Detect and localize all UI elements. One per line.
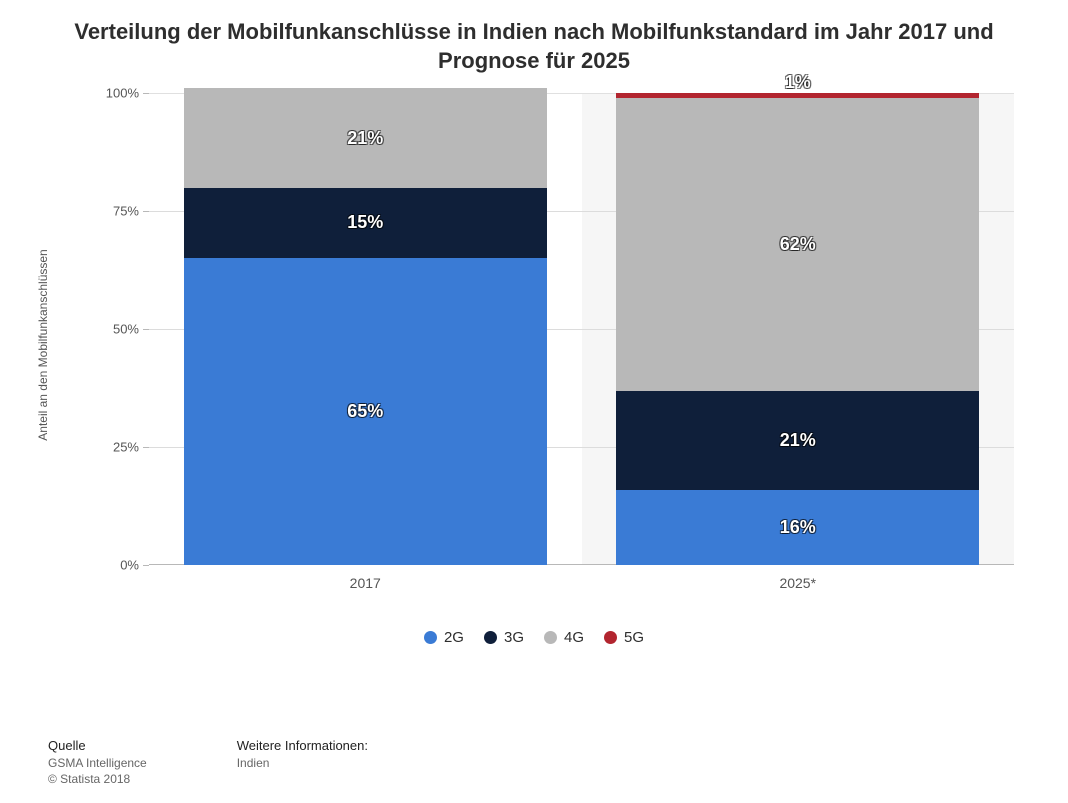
bar-segment-3g: 15% xyxy=(184,188,547,259)
legend-swatch xyxy=(544,631,557,644)
footer-source-line1: GSMA Intelligence xyxy=(48,755,147,771)
bar: 16% 21% 62% 1% xyxy=(616,93,979,565)
bar: 65% 15% 21% xyxy=(184,88,547,565)
bar-segment-2g: 16% xyxy=(616,490,979,566)
bar-segment-4g: 62% xyxy=(616,98,979,391)
bar-segment-value: 62% xyxy=(780,234,816,255)
legend-label: 5G xyxy=(624,629,644,646)
bar-segment-value: 21% xyxy=(347,128,383,149)
legend-label: 2G xyxy=(444,629,464,646)
chart-title: Verteilung der Mobilfunkanschlüsse in In… xyxy=(44,18,1024,75)
bar-segment-value: 16% xyxy=(780,517,816,538)
bar-segment-2g: 65% xyxy=(184,258,547,565)
bar-segment-value: 15% xyxy=(347,212,383,233)
chart-area: Anteil an den Mobilfunkanschlüssen 0% 25%… xyxy=(24,85,1044,605)
y-tick-label: 50% xyxy=(113,322,149,337)
y-tick-label: 0% xyxy=(120,558,149,573)
bar-segment-value: 21% xyxy=(780,430,816,451)
y-tick-label: 100% xyxy=(106,86,149,101)
legend-item: 5G xyxy=(604,629,644,646)
legend-swatch xyxy=(424,631,437,644)
legend-item: 3G xyxy=(484,629,524,646)
bar-segment-value: 1% xyxy=(785,72,811,93)
footer-source-line2: © Statista 2018 xyxy=(48,771,147,787)
y-tick-label: 75% xyxy=(113,204,149,219)
x-category-label: 2025* xyxy=(616,575,979,591)
legend-label: 3G xyxy=(504,629,524,646)
footer-info-line1: Indien xyxy=(237,755,368,771)
legend: 2G 3G 4G 5G xyxy=(24,629,1044,648)
legend-label: 4G xyxy=(564,629,584,646)
plot-area: 0%25%50%75%100%65%15%21%201716%21%62%1%2… xyxy=(149,93,1014,565)
legend-swatch xyxy=(484,631,497,644)
bar-segment-5g: 1% xyxy=(616,93,979,98)
footer-info: Weitere Informationen: Indien xyxy=(237,738,368,787)
page-root: Verteilung der Mobilfunkanschlüsse in In… xyxy=(0,0,1068,803)
bar-segment-3g: 21% xyxy=(616,391,979,490)
footer-source: Quelle GSMA Intelligence © Statista 2018 xyxy=(48,738,147,787)
footer: Quelle GSMA Intelligence © Statista 2018… xyxy=(48,738,1020,787)
legend-swatch xyxy=(604,631,617,644)
x-category-label: 2017 xyxy=(184,575,547,591)
bar-segment-value: 65% xyxy=(347,401,383,422)
legend-item: 2G xyxy=(424,629,464,646)
bar-segment-4g: 21% xyxy=(184,88,547,187)
legend-item: 4G xyxy=(544,629,584,646)
y-axis-title: Anteil an den Mobilfunkanschlüssen xyxy=(36,249,50,440)
y-tick-label: 25% xyxy=(113,440,149,455)
footer-info-heading: Weitere Informationen: xyxy=(237,738,368,753)
footer-source-heading: Quelle xyxy=(48,738,147,753)
